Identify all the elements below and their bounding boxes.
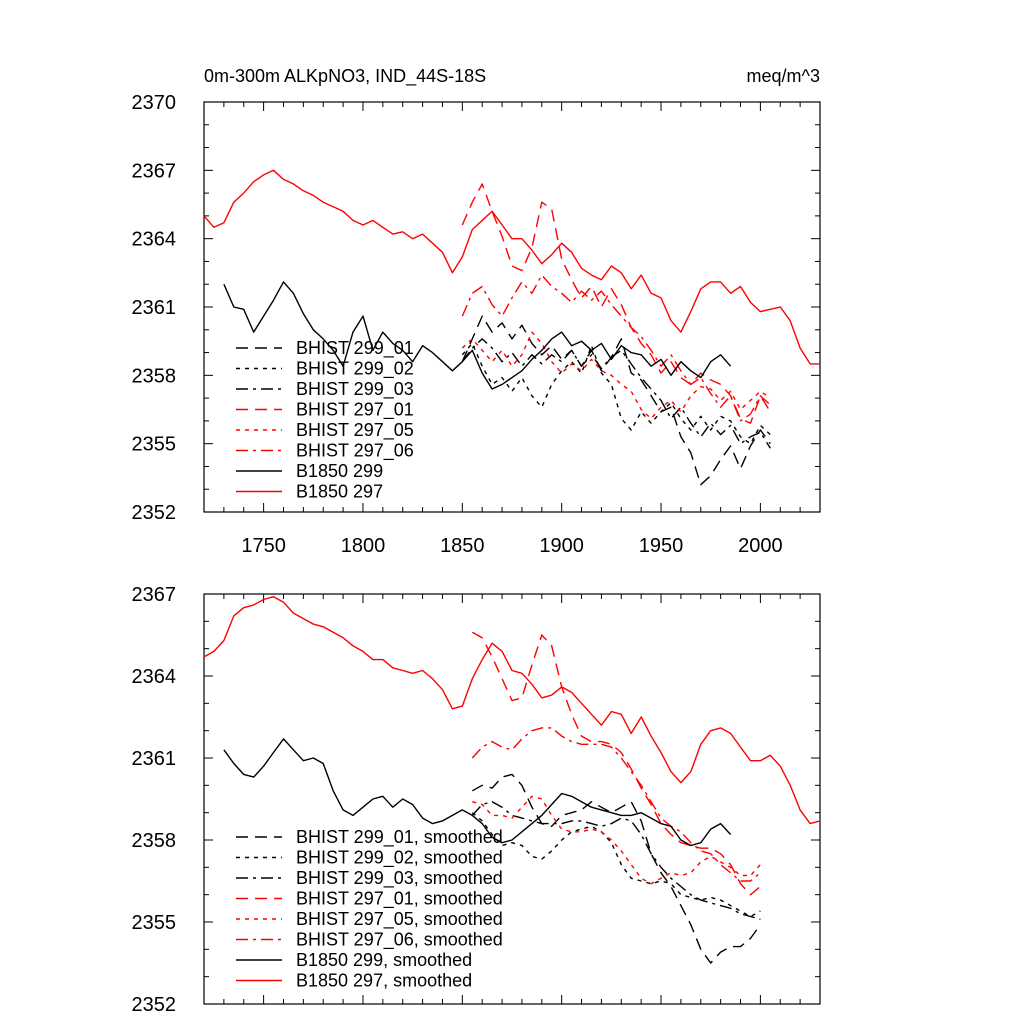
y-tick-label: 2355 [132,434,177,456]
series-line-bhist-299-02 [461,342,771,445]
chart-title: 0m-300m ALKpNO3, IND_44S-18S [204,66,486,87]
y-tick-label: 2364 [132,666,177,688]
series-line-bhist-297-05-smoothed [472,795,761,885]
series-line-bhist-299-01-smoothed [471,773,761,964]
legend-label: BHIST 297_06 [296,441,414,462]
bottom-plot-frame [203,593,821,1005]
legend-label: B1850 297 [296,482,383,502]
legend-label: B1850 299, smoothed [296,950,472,970]
bottom-series-lines [203,596,821,964]
bottom-tick-marks [203,593,821,1005]
x-tick-label: 2000 [738,535,783,557]
y-tick-label: 2367 [132,160,177,182]
x-tick-label: 1950 [639,535,684,557]
top-series-lines [203,169,820,486]
legend-label: BHIST 299_01, smoothed [296,827,503,848]
y-tick-label: 2370 [132,92,177,114]
y-tick-label: 2352 [132,502,177,524]
top-tick-marks [203,101,821,513]
legend-label: BHIST 297_06, smoothed [296,930,503,951]
x-tick-label: 1800 [341,535,386,557]
series-line-b1850-299 [223,281,732,390]
legend-label: B1850 297, smoothed [296,971,472,991]
x-tick-label: 1900 [539,535,584,557]
legend-label: BHIST 299_01 [296,338,414,359]
legend-label: BHIST 299_02 [296,359,414,380]
legend-label: BHIST 299_03, smoothed [296,868,503,889]
legend-label: BHIST 297_05, smoothed [296,909,503,930]
top-y-tick-labels: 2352 2355 2358 2361 2364 2367 2370 [132,92,177,524]
bottom-y-tick-labels: 2352 2355 2358 2361 2364 2367 [132,584,177,1016]
legend-label: B1850 299 [296,461,383,481]
y-tick-label: 2364 [132,229,177,251]
y-tick-label: 2361 [132,748,177,770]
bottom-panel: 2352 2355 2358 2361 2364 2367 BHIST 299_01, s… [132,584,821,1016]
x-tick-label: 1750 [241,535,286,557]
y-tick-label: 2355 [132,912,177,934]
series-line-bhist-297-01-smoothed [471,631,761,896]
series-line-bhist-299-01 [461,315,771,486]
legend-label: BHIST 299_03 [296,379,414,400]
legend-label: BHIST 297_01 [296,400,414,421]
y-tick-label: 2358 [132,365,177,387]
series-line-bhist-297-01 [461,183,771,424]
units-label: meq/m^3 [747,66,820,86]
series-line-b1850-299-smoothed [223,738,732,847]
series-line-bhist-297-06-smoothed [471,727,761,882]
series-line-bhist-297-06 [461,274,771,422]
y-tick-label: 2358 [132,830,177,852]
x-tick-label: 1850 [440,535,485,557]
series-line-bhist-299-03 [461,338,771,449]
legend-label: BHIST 299_02, smoothed [296,848,503,869]
y-tick-label: 2367 [132,584,177,606]
series-line-bhist-299-02-smoothed [471,812,761,918]
series-line-b1850-297 [203,169,820,365]
legend-label: BHIST 297_05 [296,420,414,441]
legend-label: BHIST 297_01, smoothed [296,889,503,910]
top-panel: 0m-300m ALKpNO3, IND_44S-18S meq/m^3 175… [132,66,821,557]
top-x-tick-labels: 1750 1800 1850 1900 1950 2000 [241,535,782,557]
series-line-bhist-299-03-smoothed [471,801,761,920]
y-tick-label: 2352 [132,994,177,1016]
series-line-b1850-297-smoothed [203,596,821,825]
series-line-bhist-297-05 [461,331,771,420]
y-tick-label: 2361 [132,297,177,319]
